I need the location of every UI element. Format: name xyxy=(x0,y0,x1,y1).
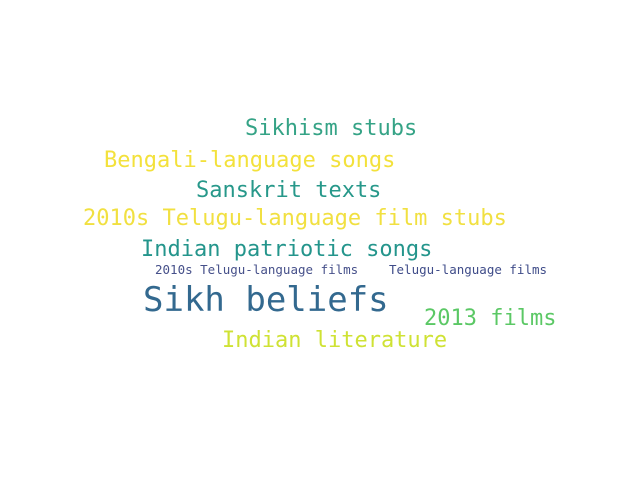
word-2010s-telugu-language-film-stubs: 2010s Telugu-language film stubs xyxy=(83,206,507,231)
word-telugu-language-films: Telugu-language films xyxy=(389,262,548,277)
word-sikh-beliefs: Sikh beliefs xyxy=(143,280,389,320)
word-2010s-telugu-language-films: 2010s Telugu-language films xyxy=(155,262,359,277)
word-sanskrit-texts: Sanskrit texts xyxy=(196,178,382,203)
word-indian-literature: Indian literature xyxy=(222,328,448,353)
word-2013-films: 2013 films xyxy=(424,306,557,331)
word-indian-patriotic-songs: Indian patriotic songs xyxy=(141,237,433,262)
word-sikhism-stubs: Sikhism stubs xyxy=(245,116,418,141)
word-bengali-language-songs: Bengali-language songs xyxy=(104,148,396,173)
